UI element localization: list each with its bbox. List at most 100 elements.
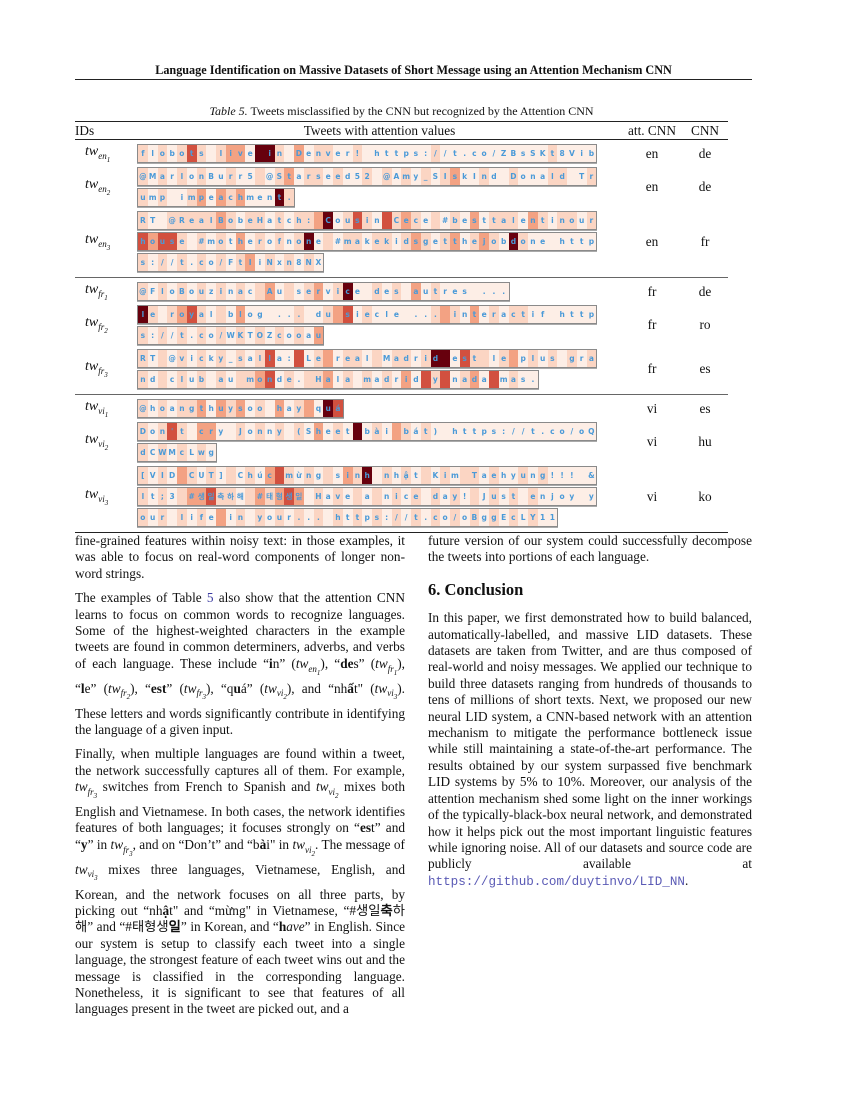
attention-char: a bbox=[411, 283, 421, 300]
attention-char: g bbox=[420, 233, 431, 250]
paragraph: The examples of Table 5 also show that t… bbox=[75, 590, 405, 738]
attention-char: t bbox=[469, 423, 480, 440]
attention-char: t bbox=[342, 509, 353, 526]
attention-char: B bbox=[177, 283, 187, 300]
attention-char: a bbox=[196, 306, 207, 323]
attention-char: e bbox=[303, 145, 314, 162]
attention-char: b bbox=[450, 212, 460, 229]
attention-char: e bbox=[245, 145, 255, 162]
attention-char: n bbox=[264, 423, 275, 440]
attention-char: e bbox=[313, 233, 324, 250]
attention-char: a bbox=[323, 488, 333, 505]
attention-char: g bbox=[313, 467, 324, 484]
attention-char: / bbox=[440, 145, 450, 162]
attention-char: C bbox=[235, 467, 246, 484]
cnn-label: ro bbox=[699, 317, 711, 332]
table-reference-link[interactable]: 5 bbox=[206, 590, 214, 606]
attention-char: a bbox=[274, 350, 285, 367]
attention-char: m bbox=[342, 233, 353, 250]
attention-char bbox=[167, 509, 177, 526]
text-run: ” in English. Since our system is setup … bbox=[75, 919, 406, 1017]
attention-char: a bbox=[508, 371, 519, 388]
attention-char: t bbox=[567, 306, 577, 323]
attention-char bbox=[391, 423, 402, 440]
attention-char: o bbox=[333, 212, 343, 229]
attention-char: i bbox=[381, 423, 392, 440]
attention-char bbox=[420, 467, 431, 484]
math-tweet-id: twvi1 bbox=[85, 398, 109, 419]
math-tweet-id: twen1 bbox=[85, 143, 111, 164]
attention-char: e bbox=[528, 488, 538, 505]
math-tweet-id: twvi2 bbox=[292, 836, 316, 858]
attention-char: e bbox=[284, 371, 294, 388]
attention-char: n bbox=[196, 168, 207, 185]
attention-char: y bbox=[430, 371, 441, 388]
attention-char: c bbox=[284, 212, 294, 229]
attention-char: s bbox=[313, 168, 324, 185]
attention-char: 생 bbox=[284, 488, 294, 505]
attention-char: a bbox=[440, 488, 450, 505]
github-link[interactable]: https://github.com/duytinvo/LID_NN bbox=[428, 874, 685, 889]
attention-char: : bbox=[381, 509, 392, 526]
text-run: t" ( bbox=[353, 680, 375, 696]
attention-char: A bbox=[391, 168, 402, 185]
attention-char: R bbox=[138, 350, 148, 367]
attention-char: S bbox=[430, 168, 441, 185]
attention-char bbox=[303, 306, 314, 323]
attention-char: l bbox=[147, 145, 158, 162]
attention-char: / bbox=[157, 327, 168, 344]
attention-char: a bbox=[216, 371, 226, 388]
att-cnn-label: fr bbox=[647, 317, 657, 332]
attention-char: e bbox=[479, 306, 489, 323]
attention-char: e bbox=[313, 350, 324, 367]
attention-char: r bbox=[235, 168, 246, 185]
bold-text: u bbox=[233, 680, 241, 696]
attention-char: a bbox=[294, 168, 304, 185]
attention-char: s bbox=[459, 350, 470, 367]
attention-char: e bbox=[381, 283, 392, 300]
attention-char: s bbox=[196, 145, 207, 162]
attention-char: a bbox=[264, 212, 275, 229]
attention-char: a bbox=[323, 371, 333, 388]
attention-char: # bbox=[440, 212, 450, 229]
att-cnn-label: en bbox=[645, 145, 659, 161]
attention-char: t bbox=[567, 233, 577, 250]
attention-char: J bbox=[479, 488, 489, 505]
attention-char: s bbox=[352, 212, 363, 229]
attention-char: r bbox=[206, 423, 216, 440]
attention-char: m bbox=[245, 371, 255, 388]
attention-char: o bbox=[147, 233, 158, 250]
attention-char: t bbox=[489, 212, 499, 229]
attention-char: d bbox=[313, 306, 324, 323]
cnn-label: hu bbox=[698, 434, 712, 449]
attention-char: n bbox=[284, 233, 294, 250]
attention-char: 2 bbox=[362, 168, 372, 185]
tweet-id: twvi3 bbox=[75, 487, 137, 507]
attention-char: o bbox=[255, 371, 265, 388]
math-tweet-id: twfr2 bbox=[85, 315, 108, 335]
attention-char: ( bbox=[294, 423, 304, 440]
math-tweet-id: twfr1 bbox=[375, 655, 398, 677]
attention-char bbox=[333, 306, 343, 323]
attention-char: y bbox=[216, 423, 226, 440]
attention-char: T bbox=[206, 467, 216, 484]
attention-char: C bbox=[391, 212, 402, 229]
attention-char: C bbox=[186, 467, 197, 484]
attention-char: y bbox=[255, 509, 265, 526]
attention-char: m bbox=[498, 371, 509, 388]
attention-char: y bbox=[508, 467, 519, 484]
attention-char: o bbox=[255, 400, 265, 417]
attention-char: H bbox=[313, 371, 324, 388]
attention-char bbox=[557, 350, 567, 367]
attention-char: y bbox=[186, 306, 197, 323]
attention-char: d bbox=[489, 168, 499, 185]
math-tweet-id: twen3 bbox=[85, 231, 111, 252]
attention-char: 5 bbox=[245, 168, 255, 185]
attention-char: a bbox=[342, 371, 353, 388]
